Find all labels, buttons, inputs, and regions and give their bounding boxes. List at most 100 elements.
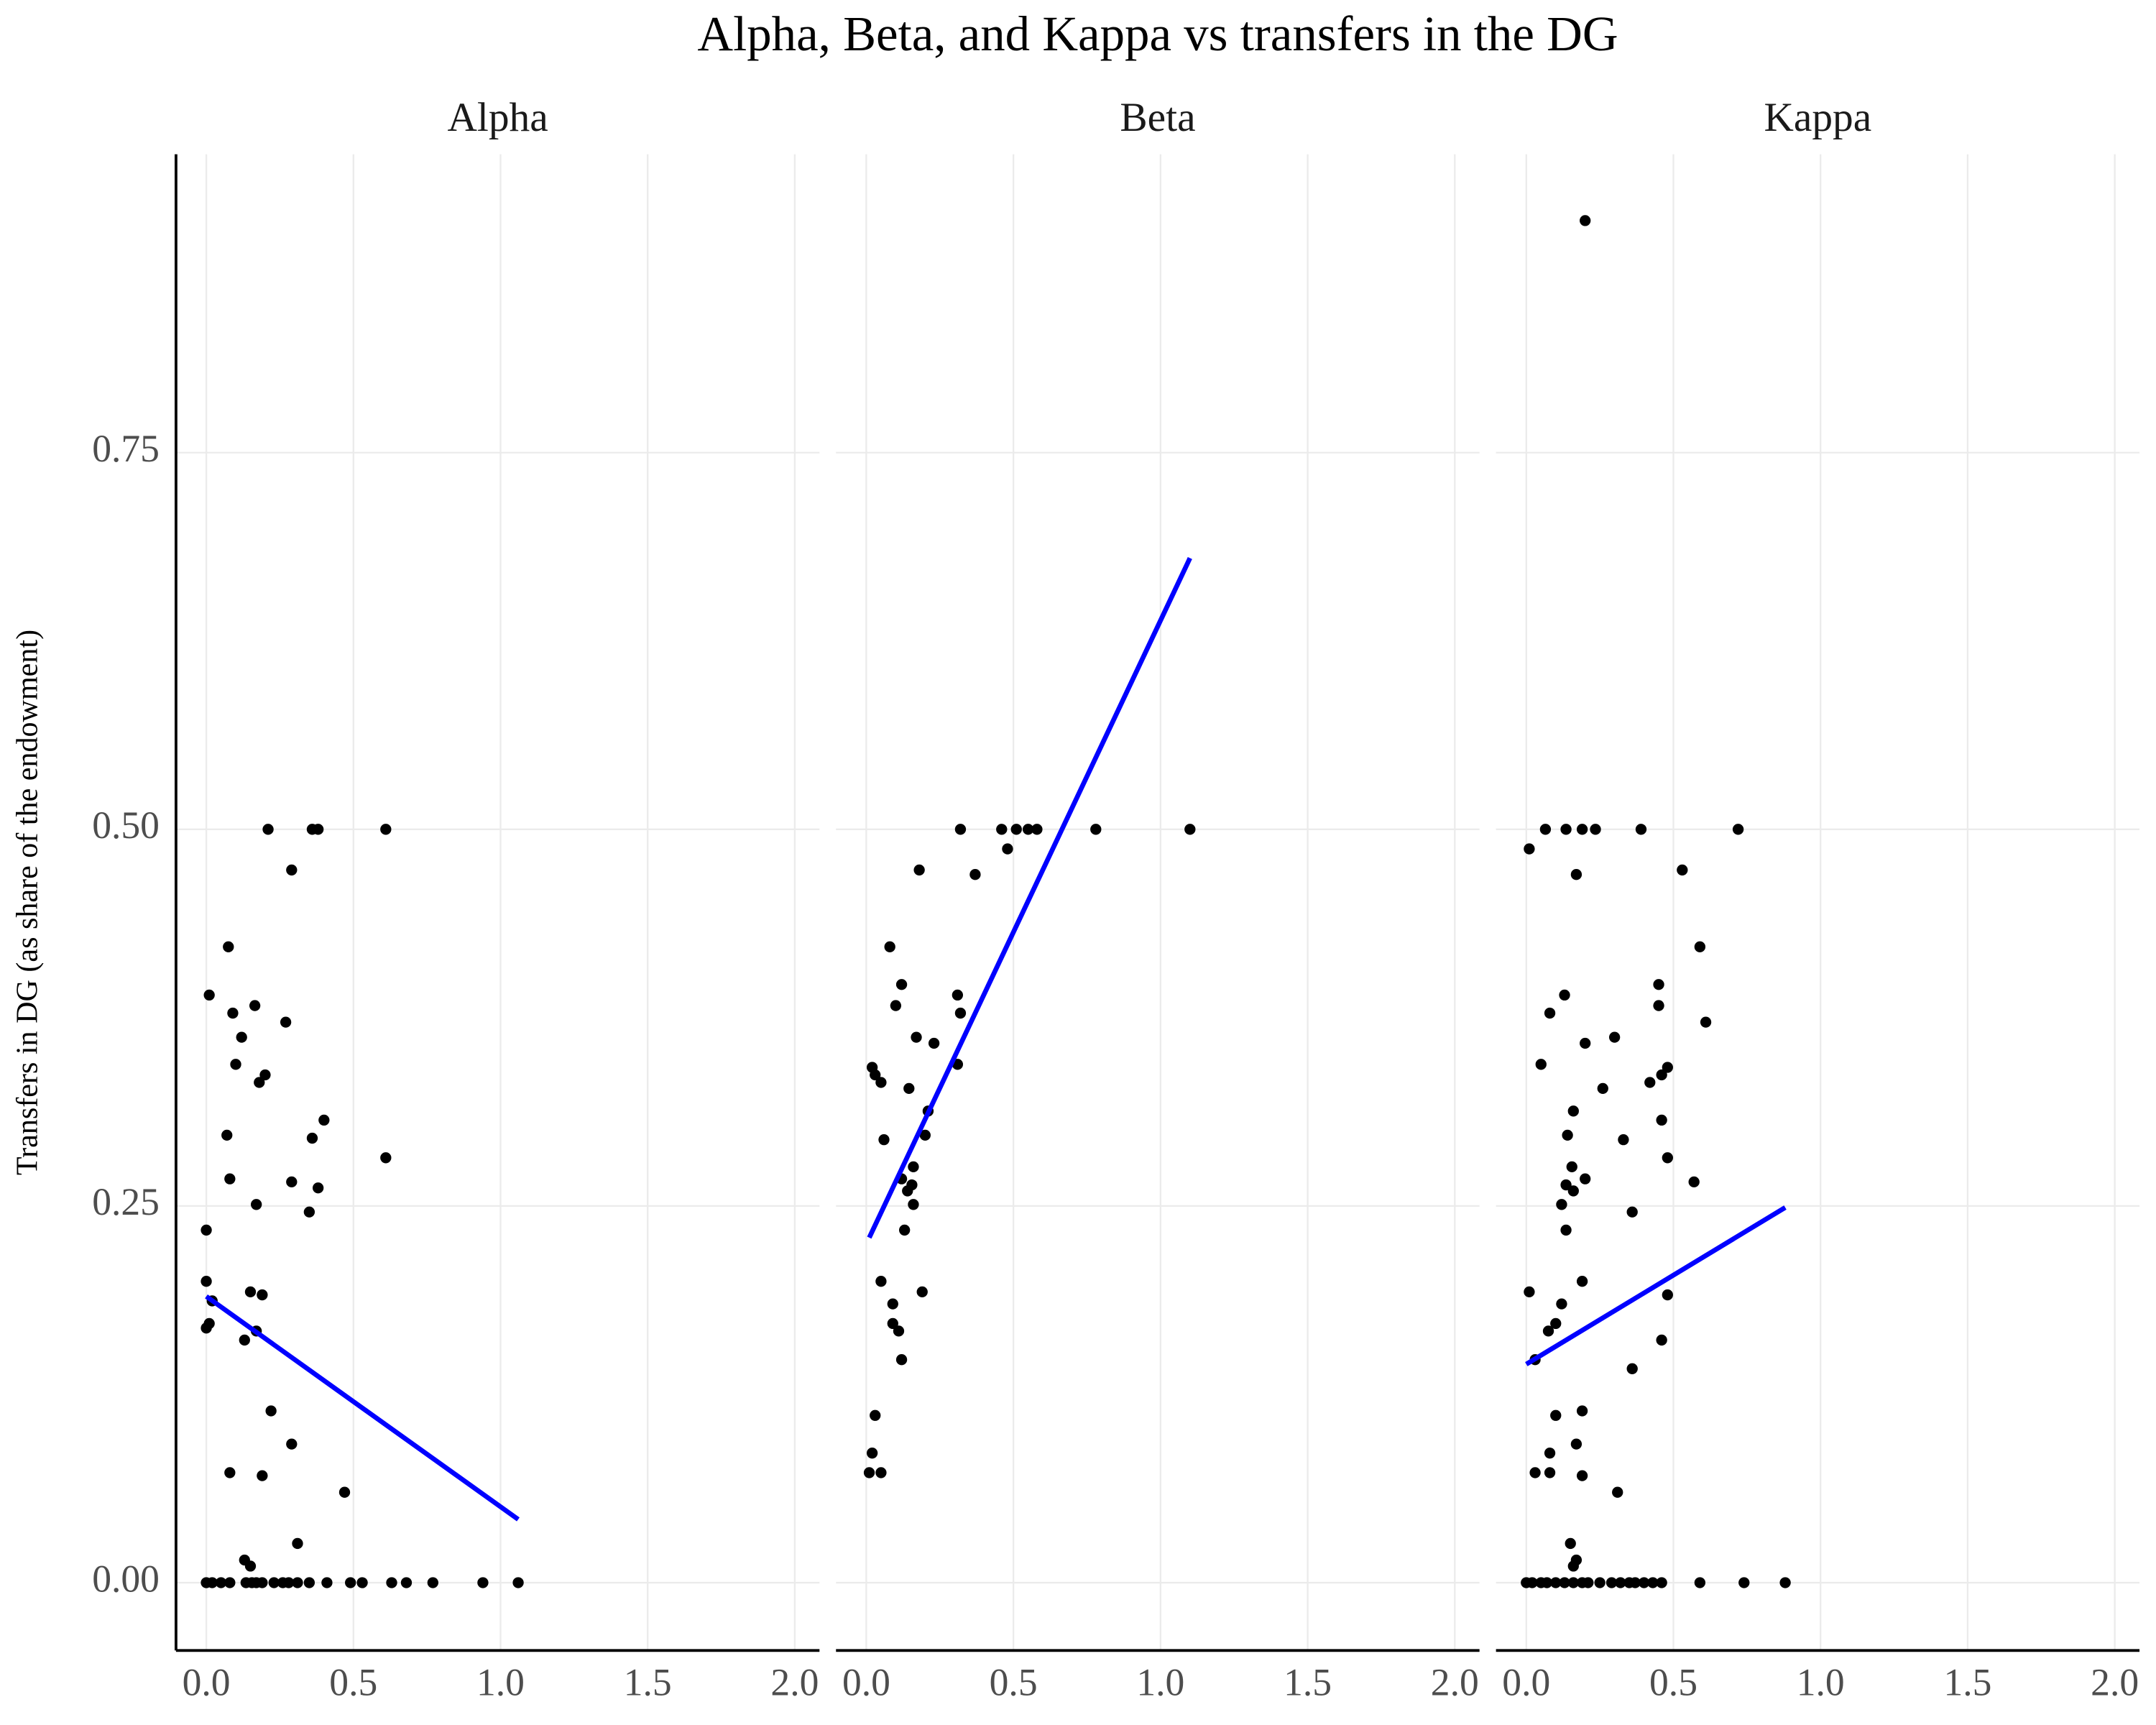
point [1550, 1409, 1562, 1421]
point [1597, 1082, 1608, 1095]
point [1635, 824, 1647, 835]
point [1556, 1199, 1567, 1210]
y-tick-label: 0.50 [92, 804, 160, 847]
point [866, 1448, 878, 1459]
point [1653, 979, 1664, 990]
point [1576, 1276, 1588, 1287]
x-tick-label: 2.0 [770, 1660, 819, 1703]
point [1644, 1077, 1656, 1088]
point [1576, 1470, 1588, 1481]
point [223, 941, 234, 952]
point [884, 941, 895, 952]
point [1638, 1577, 1650, 1588]
point [893, 1325, 905, 1337]
point [1535, 1059, 1547, 1070]
point [1550, 1317, 1562, 1330]
point [954, 1007, 967, 1019]
point [283, 1577, 295, 1588]
point [1700, 1016, 1712, 1028]
point [1612, 1486, 1623, 1498]
point [1567, 1577, 1579, 1588]
point [1559, 989, 1570, 1001]
point [268, 1577, 280, 1588]
point [257, 1577, 268, 1588]
point [345, 1577, 356, 1588]
point [1562, 1129, 1573, 1141]
point [512, 1577, 524, 1588]
point [1583, 1577, 1594, 1588]
point [1732, 824, 1744, 835]
point [1626, 1363, 1638, 1374]
point [1544, 1467, 1556, 1478]
point [386, 1577, 397, 1588]
point [1560, 1179, 1572, 1191]
point [1010, 824, 1022, 835]
point [1566, 1161, 1577, 1173]
point [1590, 824, 1601, 835]
point [1544, 1448, 1556, 1459]
point [1606, 1577, 1618, 1588]
point [1576, 1405, 1588, 1417]
x-tick-label: 0.0 [842, 1660, 890, 1703]
point [1779, 1577, 1791, 1588]
x-tick-label: 0.5 [1649, 1660, 1697, 1703]
x-tick-label: 2.0 [2091, 1660, 2139, 1703]
point [1550, 1577, 1562, 1588]
point [1608, 1031, 1621, 1043]
x-tick-label: 1.0 [476, 1660, 525, 1703]
point [203, 989, 215, 1001]
point [954, 824, 967, 835]
point [230, 1059, 241, 1070]
point [1629, 1577, 1641, 1588]
x-tick-label: 0.0 [1502, 1660, 1550, 1703]
point [903, 1082, 915, 1095]
point [875, 1467, 887, 1478]
point [875, 1077, 887, 1088]
point [1565, 1537, 1576, 1550]
point [1688, 1176, 1700, 1188]
regression-line [867, 557, 1192, 1239]
point [292, 1577, 303, 1588]
point [286, 864, 298, 876]
point [870, 1069, 881, 1081]
point [206, 1577, 218, 1588]
x-tick-label: 2.0 [1431, 1660, 1479, 1703]
point [400, 1577, 413, 1588]
point [1662, 1062, 1673, 1073]
point [257, 1289, 268, 1301]
point [1031, 824, 1043, 835]
panel-title: Beta [1120, 95, 1195, 140]
point [1656, 1334, 1667, 1346]
point [908, 1161, 919, 1173]
point [887, 1317, 898, 1330]
point [318, 1114, 330, 1126]
point [303, 1206, 315, 1218]
point [1560, 824, 1572, 835]
point [1544, 1007, 1556, 1019]
point [1560, 1224, 1572, 1236]
point [356, 1577, 368, 1588]
x-tick-label: 0.5 [329, 1660, 377, 1703]
point [1090, 824, 1102, 835]
y-tick-label: 0.75 [92, 427, 160, 470]
point [1022, 824, 1034, 835]
point [878, 1134, 890, 1146]
x-tick-label: 1.0 [1136, 1660, 1184, 1703]
point [1567, 1185, 1579, 1197]
y-axis-label: Transfers in DG (as share of the endowme… [11, 630, 45, 1175]
point [292, 1537, 303, 1550]
point [875, 1276, 887, 1287]
point [257, 1470, 268, 1481]
panel-title: Kappa [1764, 95, 1871, 140]
point [1594, 1577, 1606, 1588]
point [1002, 843, 1013, 855]
regression-line [205, 1294, 520, 1522]
point [259, 1069, 271, 1081]
x-tick-label: 1.0 [1797, 1660, 1845, 1703]
point [911, 1031, 922, 1043]
panel-title: Alpha [447, 95, 548, 140]
point [1526, 1577, 1538, 1588]
point [1694, 1577, 1706, 1588]
point [1647, 1577, 1659, 1588]
